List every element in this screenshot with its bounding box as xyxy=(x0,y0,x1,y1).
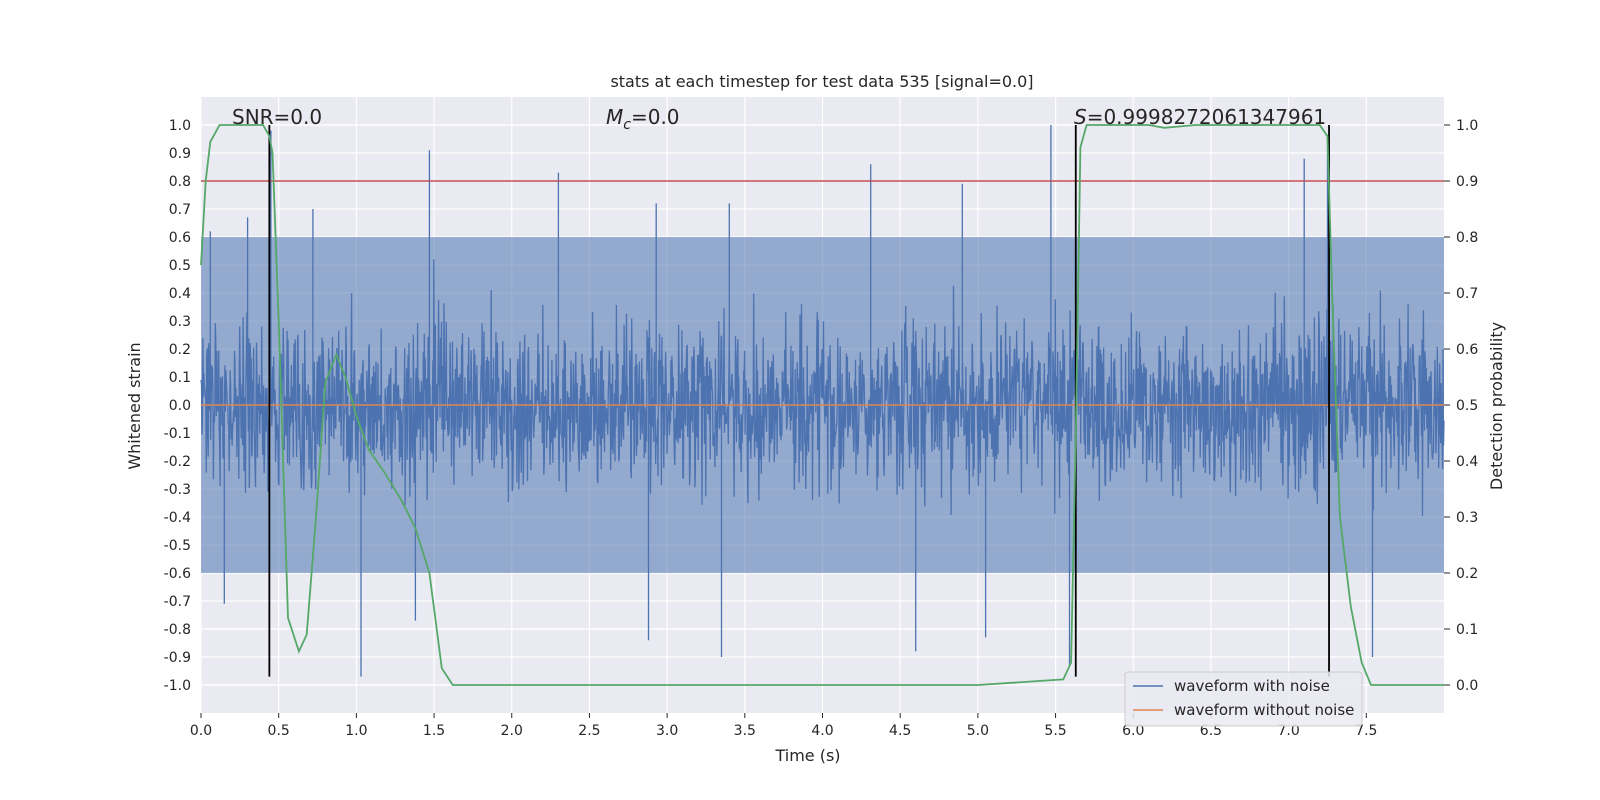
y-right-tick-label: 0.4 xyxy=(1456,454,1478,470)
legend: waveform with noise waveform without noi… xyxy=(1124,671,1363,727)
plot-area: 0.0 0.5 1.0 1.5 2.0 2.5 3.0 3.5 4.0 4.5 5.0 5.5 6.0 6… xyxy=(164,97,1479,739)
y-left-tick-label: 0.7 xyxy=(169,202,191,218)
score-symbol: S xyxy=(1074,105,1087,129)
legend-label-noise: waveform with noise xyxy=(1174,677,1330,695)
y-right-tick-label: 0.9 xyxy=(1456,174,1478,190)
x-tick-label: 1.0 xyxy=(345,723,367,739)
y-left-tick-label: -0.2 xyxy=(164,454,191,470)
legend-label-clean: waveform without noise xyxy=(1174,701,1354,719)
y-left-tick-label: -1.0 xyxy=(164,678,191,694)
y-right-tick-label: 0.5 xyxy=(1456,398,1478,414)
y-right-tick-label: 0.7 xyxy=(1456,286,1478,302)
x-tick-label: 2.5 xyxy=(578,723,600,739)
chirp-mass-annotation: Mc=0.0 xyxy=(606,105,680,133)
x-tick-label: 6.0 xyxy=(1122,723,1144,739)
y-axis-label-left: Whitened strain xyxy=(125,342,144,469)
snr-annotation: SNR=0.0 xyxy=(232,105,322,129)
y-axis-label-right: Detection probability xyxy=(1487,322,1506,490)
y-left-tick-label: -0.8 xyxy=(164,622,191,638)
x-axis-label: Time (s) xyxy=(774,746,840,765)
x-tick-label: 0.5 xyxy=(268,723,290,739)
x-tick-label: 4.0 xyxy=(811,723,833,739)
series-detection-probability xyxy=(200,124,1444,686)
y-right-tick-label: 0.8 xyxy=(1456,230,1478,246)
y-left-tick-label: -0.1 xyxy=(164,426,191,442)
chirp-mass-subscript: c xyxy=(623,117,631,133)
y-left-tick-label: -0.9 xyxy=(164,650,191,666)
x-tick-label: 7.5 xyxy=(1355,723,1377,739)
score-annotation: S=0.9998272061347961 xyxy=(1074,105,1326,129)
y-left-tick-label: 0.3 xyxy=(169,314,191,330)
x-tick-label: 6.5 xyxy=(1200,723,1222,739)
chart-title: stats at each timestep for test data 535… xyxy=(610,72,1033,91)
chirp-mass-value: =0.0 xyxy=(631,105,680,129)
y-left-tick-label: -0.6 xyxy=(164,566,191,582)
x-tick-label: 4.5 xyxy=(889,723,911,739)
x-tick-label: 2.0 xyxy=(501,723,523,739)
y-left-tick-label: -0.3 xyxy=(164,482,191,498)
y-left-tick-label: 0.1 xyxy=(169,370,191,386)
y-left-tick-label: 0.0 xyxy=(169,398,191,414)
y-left-tick-label: -0.5 xyxy=(164,538,191,554)
y-left-tick-label: 0.6 xyxy=(169,230,191,246)
x-tick-label: 3.5 xyxy=(734,723,756,739)
x-tick-label: 1.5 xyxy=(423,723,445,739)
y-left-tick-label: 0.2 xyxy=(169,342,191,358)
y-left-tick-label: -0.7 xyxy=(164,594,191,610)
x-tick-label: 5.0 xyxy=(967,723,989,739)
y-left-tick-label: 0.8 xyxy=(169,174,191,190)
score-value: =0.9998272061347961 xyxy=(1087,105,1326,129)
y-right-tick-label: 0.0 xyxy=(1456,678,1478,694)
y-right-tick-label: 1.0 xyxy=(1456,118,1478,134)
x-tick-label: 0.0 xyxy=(190,723,212,739)
axes: 0.0 0.5 1.0 1.5 2.0 2.5 3.0 3.5 4.0 4.5 5.0 5.5 6.0 6… xyxy=(164,118,1479,739)
y-right-tick-label: 0.6 xyxy=(1456,342,1478,358)
legend-box xyxy=(1124,671,1363,727)
y-right-tick-label: 0.2 xyxy=(1456,566,1478,582)
y-right-tick-label: 0.1 xyxy=(1456,622,1478,638)
y-left-tick-label: 0.4 xyxy=(169,286,191,302)
x-tick-label: 5.5 xyxy=(1044,723,1066,739)
y-left-tick-label: -0.4 xyxy=(164,510,191,526)
x-tick-label: 3.0 xyxy=(656,723,678,739)
y-left-tick-label: 0.5 xyxy=(169,258,191,274)
y-left-tick-label: 0.9 xyxy=(169,146,191,162)
y-right-tick-label: 0.3 xyxy=(1456,510,1478,526)
x-tick-label: 7.0 xyxy=(1277,723,1299,739)
chirp-mass-symbol: M xyxy=(606,105,623,129)
y-left-tick-label: 1.0 xyxy=(169,118,191,134)
